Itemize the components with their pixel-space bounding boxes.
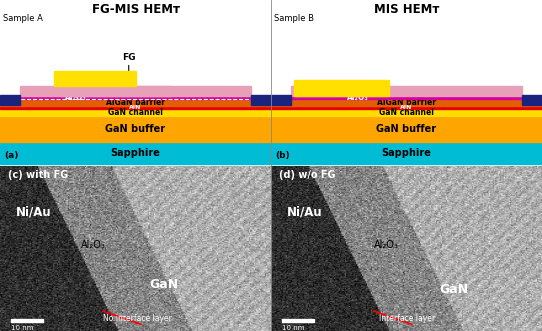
- Text: AlN: AlN: [130, 105, 141, 110]
- Bar: [3, 96, 268, 99]
- Text: D: D: [257, 95, 265, 105]
- Text: Sapphire: Sapphire: [382, 148, 431, 158]
- Text: Sapphire: Sapphire: [111, 148, 160, 158]
- Text: FG: FG: [122, 53, 136, 62]
- Bar: [0, 99, 271, 106]
- Text: SiO₂: SiO₂: [447, 86, 463, 95]
- Text: AlN: AlN: [401, 105, 412, 110]
- Text: GaN buffer: GaN buffer: [106, 124, 165, 134]
- Text: GaN channel: GaN channel: [379, 109, 434, 118]
- Text: GaN: GaN: [149, 278, 178, 291]
- Bar: [250, 95, 271, 105]
- Text: (c) with FG: (c) with FG: [8, 170, 68, 180]
- Bar: [0, 117, 271, 142]
- Text: Sample B: Sample B: [274, 14, 314, 23]
- Bar: [0, 96, 271, 99]
- Text: (b): (b): [275, 151, 289, 161]
- Text: (d) w/o FG: (d) w/o FG: [279, 170, 335, 180]
- Text: GaN channel: GaN channel: [108, 109, 163, 118]
- Bar: [271, 117, 542, 142]
- Bar: [271, 95, 292, 105]
- Text: AlGaN barrier: AlGaN barrier: [377, 98, 436, 107]
- Text: D: D: [528, 95, 536, 105]
- Text: Ni/Au: Ni/Au: [287, 205, 323, 218]
- Bar: [0, 106, 271, 109]
- Bar: [0, 109, 271, 117]
- Text: G: G: [91, 74, 99, 84]
- Bar: [11, 319, 43, 322]
- Text: S: S: [278, 95, 285, 105]
- Bar: [271, 106, 542, 109]
- Bar: [282, 319, 314, 322]
- Bar: [521, 95, 542, 105]
- Bar: [54, 71, 136, 86]
- Text: Al₂O₃: Al₂O₃: [81, 240, 106, 250]
- Text: S: S: [7, 95, 14, 105]
- Text: 10 nm: 10 nm: [11, 325, 34, 331]
- Text: Al₂O₃: Al₂O₃: [347, 93, 369, 102]
- Text: GaN: GaN: [439, 283, 468, 296]
- Bar: [60, 86, 171, 96]
- Bar: [271, 96, 542, 99]
- Bar: [271, 99, 542, 106]
- Bar: [271, 109, 542, 117]
- Text: FG-MIS HEMᴛ: FG-MIS HEMᴛ: [92, 3, 179, 16]
- Bar: [0, 142, 271, 164]
- Bar: [292, 86, 521, 96]
- Text: MIS HEMᴛ: MIS HEMᴛ: [374, 3, 439, 16]
- Text: Interface layer: Interface layer: [379, 314, 436, 323]
- Bar: [0, 95, 21, 105]
- Bar: [271, 142, 542, 164]
- Text: 10 nm: 10 nm: [282, 325, 305, 331]
- Text: SiO₂: SiO₂: [195, 86, 211, 95]
- Text: AlGaN barrier: AlGaN barrier: [106, 98, 165, 107]
- Text: Sample A: Sample A: [3, 14, 43, 23]
- Text: GaN buffer: GaN buffer: [377, 124, 436, 134]
- Bar: [294, 80, 389, 96]
- Text: Ni/Au: Ni/Au: [16, 205, 52, 218]
- Text: Al₂O₃: Al₂O₃: [65, 93, 87, 102]
- Text: G: G: [337, 83, 346, 93]
- Text: (a): (a): [4, 151, 18, 161]
- Text: Al₂O₃: Al₂O₃: [374, 240, 399, 250]
- Bar: [21, 86, 250, 96]
- Text: No interface layer: No interface layer: [103, 314, 172, 323]
